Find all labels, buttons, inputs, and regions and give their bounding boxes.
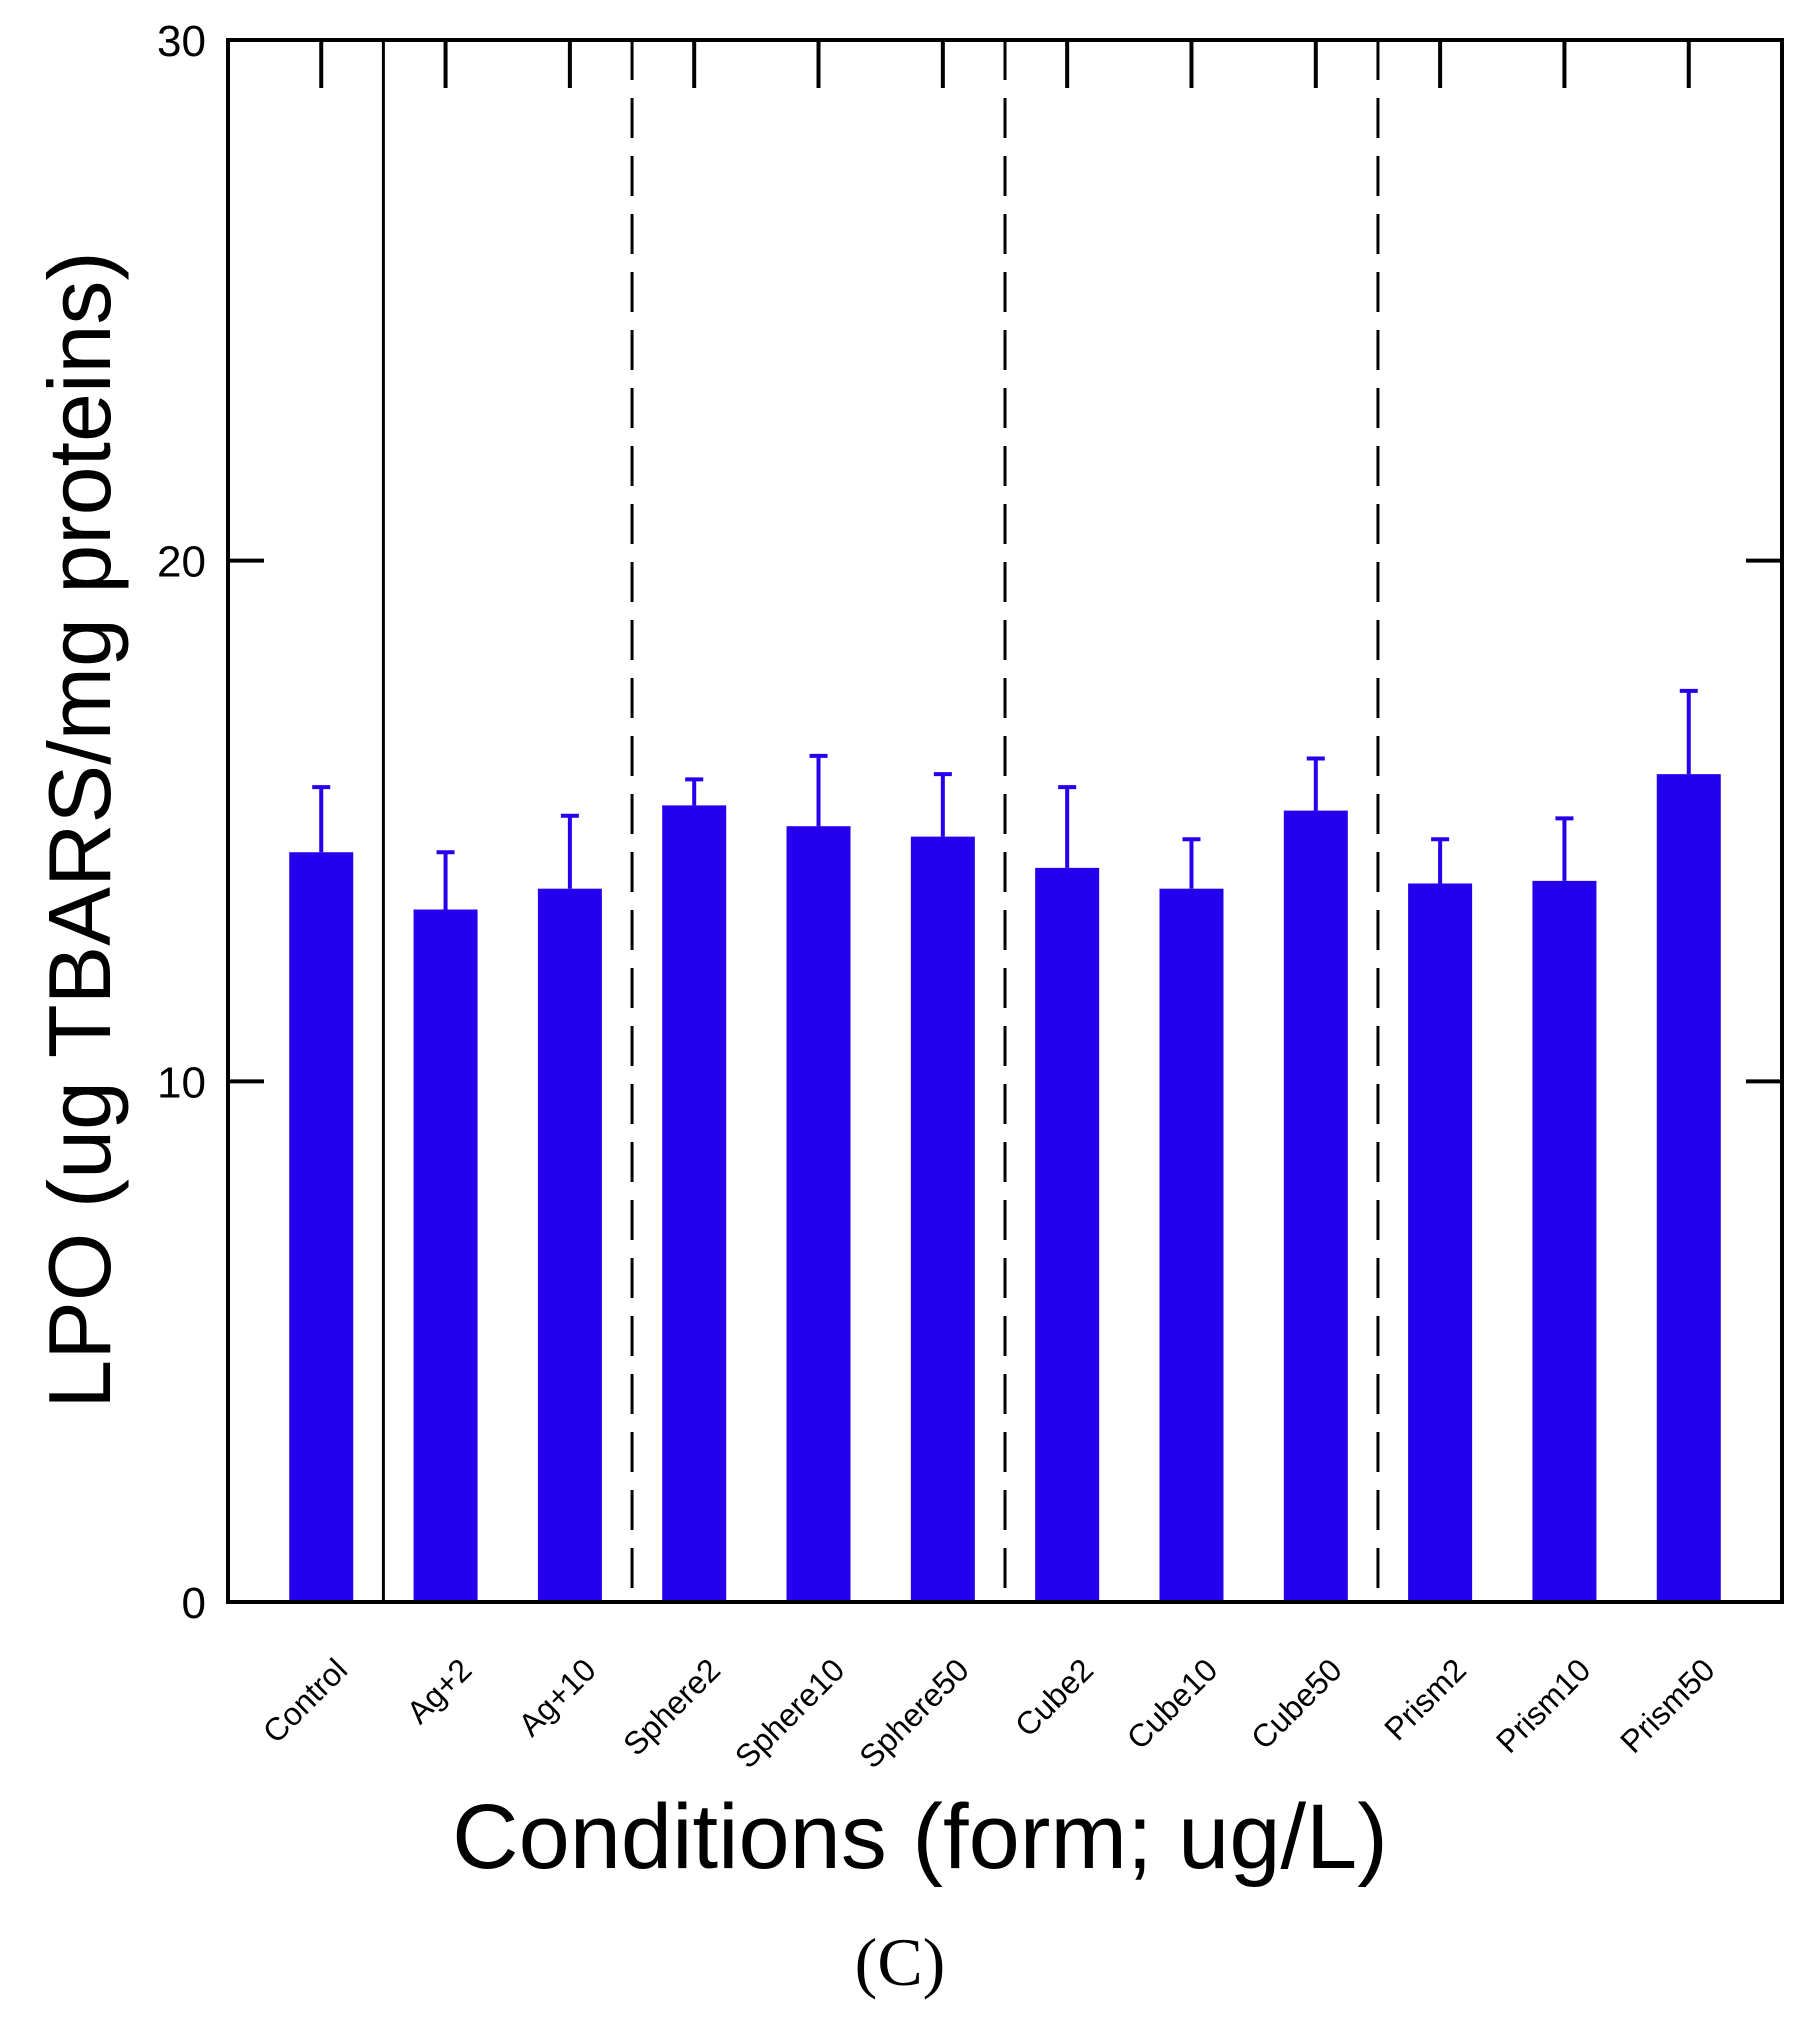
bar-sphere2: [662, 805, 727, 1602]
y-tick-label-20: 20: [157, 538, 206, 587]
bar-control: [289, 852, 354, 1602]
x-tick-label-cube50: Cube50: [1244, 1651, 1349, 1756]
x-tick-label-sphere50: Sphere50: [852, 1651, 976, 1775]
x-tick-labels: Control Ag+2 Ag+10 Sphere2 Sphere10 Sphere50 C…: [256, 1651, 1722, 1775]
x-tick-label-control: Control: [256, 1651, 354, 1749]
axis-ticks: [228, 40, 1782, 1084]
error-bars: [312, 688, 1698, 910]
plot-area-frame: [226, 38, 1784, 1604]
bar-ag-2: [413, 909, 478, 1602]
x-tick-label-prism2: Prism2: [1377, 1651, 1473, 1747]
x-tick-label-prism10: Prism10: [1489, 1651, 1597, 1759]
bars: [289, 774, 1721, 1602]
bar-prism50: [1656, 774, 1721, 1602]
y-tick-label-0: 0: [182, 1579, 206, 1628]
bar-ag-10: [537, 888, 602, 1602]
y-tick-label-10: 10: [157, 1058, 206, 1107]
y-tick-labels: 0 10 20 30: [157, 17, 206, 1628]
x-tick-label-sphere10: Sphere10: [728, 1651, 852, 1775]
x-tick-label-sphere2: Sphere2: [616, 1651, 727, 1762]
y-axis-title: LPO (ug TBARS/mg proteins): [30, 251, 129, 1409]
x-axis-title: Conditions (form; ug/L): [452, 1786, 1388, 1888]
x-tick-label-cube10: Cube10: [1120, 1651, 1225, 1756]
x-tick-label-ag-10: Ag+10: [511, 1651, 603, 1743]
bar-cube50: [1283, 810, 1348, 1602]
bar-cube10: [1159, 888, 1224, 1602]
group-separators: [381, 40, 1380, 1602]
x-tick-label-ag-2: Ag+2: [400, 1651, 479, 1730]
x-tick-label-prism50: Prism50: [1613, 1651, 1721, 1759]
bar-prism10: [1532, 880, 1597, 1602]
bar-sphere50: [910, 836, 975, 1602]
y-tick-label-30: 30: [157, 17, 206, 66]
x-tick-label-cube2: Cube2: [1008, 1651, 1100, 1743]
bar-cube2: [1035, 867, 1100, 1602]
panel-label: (C): [855, 1924, 946, 2000]
bar-prism2: [1408, 883, 1473, 1602]
bar-sphere10: [786, 826, 851, 1602]
